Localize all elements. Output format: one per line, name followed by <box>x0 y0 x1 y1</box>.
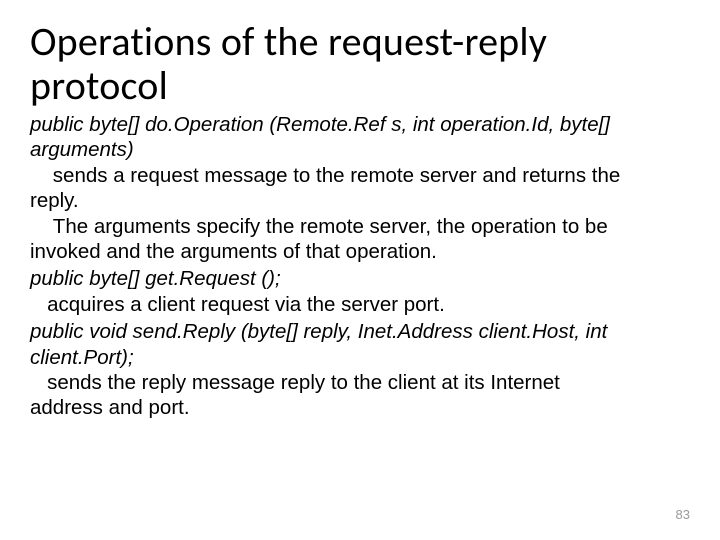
method-1-signature-line-1: public byte[] do.Operation (Remote.Ref s… <box>30 113 610 136</box>
title-line-1: Operations of the request-reply <box>30 17 547 66</box>
method-2-desc: acquires a client request via the server… <box>30 293 445 316</box>
slide-body: public byte[] do.Operation (Remote.Ref s… <box>30 112 690 421</box>
method-2: public byte[] get.Request (); acquires a… <box>30 266 690 317</box>
method-2-signature: public byte[] get.Request (); <box>30 267 281 290</box>
method-3-desc-cont: address and port. <box>30 396 190 419</box>
method-1-desc-b-cont: invoked and the arguments of that operat… <box>30 240 437 263</box>
method-1-desc-a: sends a request message to the remote se… <box>30 164 620 187</box>
slide: Operations of the request-reply protocol… <box>0 0 720 540</box>
method-1: public byte[] do.Operation (Remote.Ref s… <box>30 112 690 264</box>
method-1-desc-b: The arguments specify the remote server,… <box>30 215 608 238</box>
method-1-desc-a-cont: reply. <box>30 189 79 212</box>
method-3: public void send.Reply (byte[] reply, In… <box>30 319 690 421</box>
method-1-signature-line-2: arguments) <box>30 138 134 161</box>
page-number: 83 <box>676 507 690 522</box>
title-line-2: protocol <box>30 61 168 110</box>
slide-title: Operations of the request-reply protocol <box>30 20 690 108</box>
method-3-signature-line-1: public void send.Reply (byte[] reply, In… <box>30 320 607 343</box>
method-3-desc: sends the reply message reply to the cli… <box>30 371 560 394</box>
method-3-signature-line-2: client.Port); <box>30 346 134 369</box>
